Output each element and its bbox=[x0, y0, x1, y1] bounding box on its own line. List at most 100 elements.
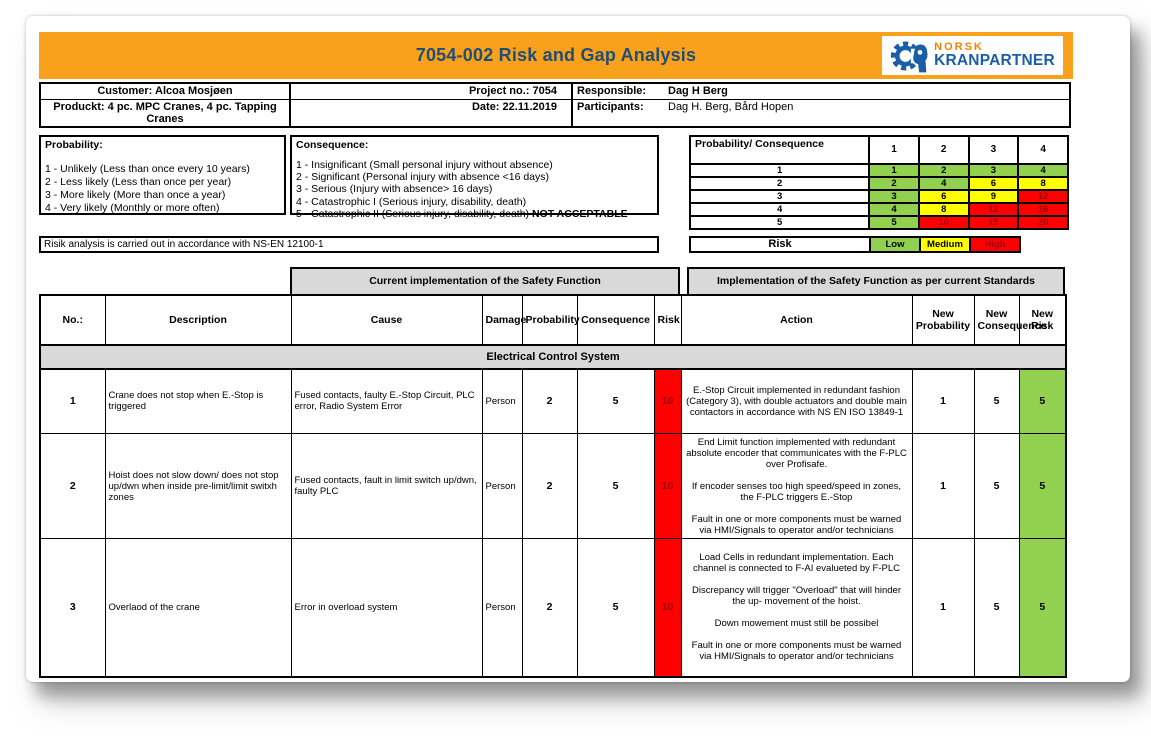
col-header-damage: Damage bbox=[481, 293, 526, 346]
table-row: 2 Hoist does not slow down/ does not sto… bbox=[39, 433, 1067, 539]
product-cell: Produckt: 4 pc. MPC Cranes, 4 pc. Tappin… bbox=[39, 98, 291, 128]
probability-item: 3 - More likely (More than once a year) bbox=[45, 188, 226, 201]
section-header-row: Electrical Control System bbox=[39, 344, 1067, 370]
row-consequence: 5 bbox=[576, 538, 655, 678]
matrix-cell: 2 bbox=[868, 175, 920, 191]
risk-legend: Risk Low Medium High bbox=[689, 235, 1021, 253]
row-no: 1 bbox=[39, 368, 106, 434]
matrix-cell: 12 bbox=[967, 201, 1020, 217]
consequence-item: 4 - Catastrophic I (Serious injury, disa… bbox=[296, 195, 527, 208]
row-probability: 2 bbox=[521, 538, 578, 678]
row-new-risk: 5 bbox=[1018, 538, 1067, 678]
consequence-definitions-box: Consequence: 1 - Insignificant (Small pe… bbox=[290, 134, 659, 220]
matrix-row-label: 3 bbox=[688, 188, 871, 204]
gear-logo-icon bbox=[891, 40, 931, 72]
row-consequence: 5 bbox=[576, 433, 655, 539]
row-new-consequence: 5 bbox=[973, 368, 1020, 434]
probability-definitions-box: Probability: 1 - Unlikely (Less than onc… bbox=[39, 134, 286, 215]
row-new-consequence: 5 bbox=[973, 433, 1020, 539]
col-header-no: No.: bbox=[39, 293, 106, 346]
row-risk: 10 bbox=[653, 538, 682, 678]
title-bar: 7054-002 Risk and Gap Analysis NORSK KRA… bbox=[39, 32, 1073, 79]
row-action: E.-Stop Circuit implemented in redundant… bbox=[680, 368, 913, 434]
row-risk: 10 bbox=[653, 368, 682, 434]
row-cause: Error in overload system bbox=[290, 538, 483, 678]
matrix-cell: 8 bbox=[917, 201, 970, 217]
row-new-risk: 5 bbox=[1018, 433, 1067, 539]
matrix-col-header: 4 bbox=[1017, 134, 1069, 165]
row-no: 2 bbox=[39, 433, 106, 539]
col-header-consequence: Consequence bbox=[576, 293, 655, 346]
matrix-cell: 20 bbox=[1017, 214, 1069, 230]
risk-legend-medium: Medium bbox=[919, 235, 971, 253]
probability-item: 4 - Very likely (Monthly or more often) bbox=[45, 201, 220, 214]
row-action: End Limit function implemented with redu… bbox=[680, 433, 913, 539]
risk-legend-label: Risk bbox=[689, 235, 871, 253]
risk-legend-low: Low bbox=[869, 235, 921, 253]
note-row: Risik analysis is carried out in accorda… bbox=[39, 235, 1069, 253]
matrix-row-label: 5 bbox=[688, 214, 871, 230]
row-new-consequence: 5 bbox=[973, 538, 1020, 678]
matrix-row-label: 2 bbox=[688, 175, 871, 191]
group-header-spacer bbox=[39, 267, 290, 294]
row-new-risk: 5 bbox=[1018, 368, 1067, 434]
page-title: 7054-002 Risk and Gap Analysis bbox=[415, 45, 697, 65]
matrix-cell: 5 bbox=[868, 214, 920, 230]
matrix-cell: 3 bbox=[967, 162, 1020, 178]
col-header-new-probability: New Probability bbox=[911, 293, 975, 346]
row-risk: 10 bbox=[653, 433, 682, 539]
section-title: Electrical Control System bbox=[39, 344, 1067, 370]
document-card: 7054-002 Risk and Gap Analysis NORSK KRA… bbox=[26, 16, 1130, 682]
matrix-col-header: 1 bbox=[868, 134, 920, 165]
row-description: Hoist does not slow down/ does not stop … bbox=[104, 433, 292, 539]
matrix-cell: 9 bbox=[967, 188, 1020, 204]
col-header-description: Description bbox=[104, 293, 292, 346]
matrix-cell: 4 bbox=[868, 201, 920, 217]
row-cause: Fused contacts, fault in limit switch up… bbox=[290, 433, 483, 539]
table-header-row: No.: Description Cause Damage Probabilit… bbox=[39, 293, 1067, 346]
project-no-cell: Project no.: 7054 bbox=[289, 82, 573, 100]
group-header-current: Current implementation of the Safety Fun… bbox=[290, 266, 680, 294]
col-header-new-consequence: New Consequence bbox=[973, 293, 1046, 346]
row-cause: Fused contacts, faulty E.-Stop Circuit, … bbox=[290, 368, 483, 434]
standard-note: Risik analysis is carried out in accorda… bbox=[39, 235, 659, 253]
col-header-probability: Probability bbox=[521, 293, 580, 346]
document-content: 7054-002 Risk and Gap Analysis NORSK KRA… bbox=[39, 32, 1073, 678]
probability-item: 1 - Unlikely (Less than once every 10 ye… bbox=[45, 162, 250, 175]
col-header-new-risk: New Risk bbox=[1018, 293, 1067, 346]
group-header-gap bbox=[680, 267, 687, 294]
row-damage: Person bbox=[481, 368, 523, 434]
row-description: Crane does not stop when E.-Stop is trig… bbox=[104, 368, 292, 434]
consequence-item: 5 - Catastrophic II (Serious injury, dis… bbox=[296, 207, 628, 220]
matrix-row-label: 1 bbox=[688, 162, 871, 178]
risk-matrix: Probability/ Consequence 1 2 3 4 1 1 2 3… bbox=[688, 134, 1069, 230]
probability-item: 2 - Less likely (Less than once per year… bbox=[45, 175, 232, 188]
group-header-standards: Implementation of the Safety Function as… bbox=[687, 266, 1065, 294]
criteria-row: Probability: 1 - Unlikely (Less than onc… bbox=[39, 134, 1069, 230]
consequence-item: 1 - Insignificant (Small personal injury… bbox=[296, 158, 553, 171]
matrix-cell: 10 bbox=[917, 214, 970, 230]
matrix-col-header: 3 bbox=[967, 134, 1020, 165]
row-damage: Person bbox=[481, 538, 523, 678]
row-description: Overlaod of the crane bbox=[104, 538, 292, 678]
row-probability: 2 bbox=[521, 433, 578, 539]
matrix-cell: 2 bbox=[917, 162, 970, 178]
logo-text-norsk: NORSK bbox=[934, 41, 984, 54]
company-logo: NORSK KRANPARTNER bbox=[882, 36, 1063, 75]
participants-label: Participants: bbox=[571, 98, 664, 128]
probability-box-title: Probability: bbox=[45, 138, 103, 151]
project-info-table: Customer: Alcoa Mosjøen Project no.: 705… bbox=[39, 82, 1071, 128]
consequence-box-title: Consequence: bbox=[296, 138, 369, 151]
table-row: 3 Overlaod of the crane Error in overloa… bbox=[39, 538, 1067, 678]
matrix-title: Probability/ Consequence bbox=[688, 134, 871, 165]
matrix-cell: 15 bbox=[967, 214, 1020, 230]
table-row: 1 Crane does not stop when E.-Stop is tr… bbox=[39, 368, 1067, 434]
matrix-cell: 4 bbox=[917, 175, 970, 191]
participants-value: Dag H. Berg, Bård Hopen bbox=[664, 98, 1071, 128]
matrix-cell: 6 bbox=[967, 175, 1020, 191]
col-header-action: Action bbox=[680, 293, 913, 346]
matrix-cell: 1 bbox=[868, 162, 920, 178]
responsible-label: Responsible: bbox=[571, 82, 664, 100]
logo-text-kranpartner: KRANPARTNER bbox=[934, 52, 1055, 70]
row-consequence: 5 bbox=[576, 368, 655, 434]
